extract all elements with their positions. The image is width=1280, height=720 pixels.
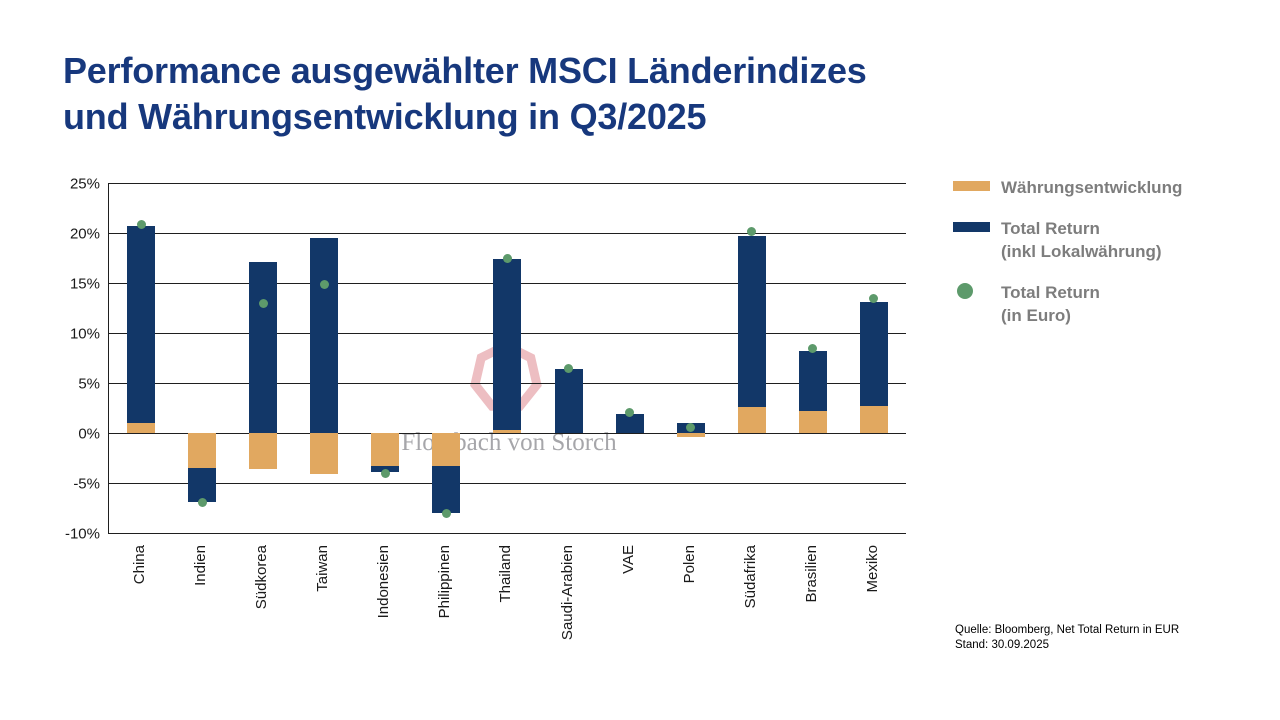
bar-currency-Indien (188, 433, 217, 468)
x-axis-label-Saudi-Arabien: Saudi-Arabien (558, 545, 576, 641)
x-axis-label-Indonesien: Indonesien (375, 545, 393, 619)
gridline (108, 533, 906, 534)
bar-total-return-China (127, 226, 155, 423)
legend-swatch-currency (953, 181, 990, 191)
y-axis-tick-label: 15% (69, 275, 100, 293)
bar-total-return-Brasilien (798, 351, 827, 411)
bar-currency-Taiwan (310, 433, 339, 474)
dot-total-return-euro-Polen (686, 422, 696, 432)
source-note: Quelle: Bloomberg, Net Total Return in E… (955, 623, 1179, 653)
bar-total-return-Südafrika (737, 236, 766, 407)
bar-currency-Thailand (493, 430, 522, 433)
dot-total-return-euro-Saudi-Arabien (564, 363, 574, 373)
bar-total-return-Südkorea (249, 262, 278, 433)
y-axis-tick-label: 20% (69, 225, 100, 243)
y-axis-tick-label: 5% (78, 375, 100, 393)
y-axis-line (108, 183, 109, 533)
legend-swatch-total-return-local (953, 222, 990, 232)
dot-total-return-euro-Südafrika (747, 226, 757, 236)
bar-total-return-Saudi-Arabien (554, 369, 583, 433)
bar-total-return-Taiwan (310, 238, 339, 433)
legend-label-total-return-euro: Total Return (in Euro) (1001, 281, 1100, 327)
x-axis-label-VAE: VAE (619, 545, 637, 574)
bar-total-return-VAE (615, 414, 644, 433)
dot-total-return-euro-VAE (625, 407, 635, 417)
dot-total-return-euro-Thailand (502, 253, 512, 263)
x-axis-label-Südkorea: Südkorea (253, 545, 271, 610)
gridline (108, 433, 906, 434)
dot-total-return-euro-Mexiko (869, 293, 879, 303)
x-axis-label-Polen: Polen (680, 545, 698, 584)
gridline (108, 483, 906, 484)
bar-currency-Indonesien (371, 433, 400, 466)
y-axis-tick-label: 25% (69, 175, 100, 193)
y-axis-tick-label: -5% (73, 475, 100, 493)
bar-currency-Polen (676, 433, 705, 437)
bar-currency-Brasilien (798, 411, 827, 433)
legend-label-currency: Währungsentwicklung (1001, 178, 1183, 197)
source-line2: Stand: 30.09.2025 (955, 639, 1049, 651)
dot-total-return-euro-Philippinen (441, 508, 451, 518)
dot-total-return-euro-Taiwan (319, 279, 329, 289)
x-axis-label-Südafrika: Südafrika (741, 545, 759, 609)
bar-currency-Mexiko (859, 406, 888, 433)
legend-label-total-return-local: Total Return (inkl Lokalwährung) (1001, 217, 1162, 263)
y-axis-tick-label: 10% (69, 325, 100, 343)
page-title-line2: und Währungsentwicklung in Q3/2025 (63, 96, 707, 137)
x-axis-label-Brasilien: Brasilien (802, 545, 820, 603)
legend-label-total-return-euro-line2: (in Euro) (1001, 306, 1071, 325)
dot-total-return-euro-Südkorea (258, 298, 268, 308)
page-title: Performance ausgewählter MSCI Länderindi… (63, 48, 867, 140)
bar-total-return-Thailand (493, 259, 522, 430)
legend-dot-total-return-euro (957, 283, 973, 299)
bar-currency-Südafrika (737, 407, 766, 433)
legend-label-total-return-local-line2: (inkl Lokalwährung) (1001, 242, 1162, 261)
legend-label-total-return-local-line1: Total Return (1001, 219, 1100, 238)
y-axis-tick-label: -10% (64, 525, 100, 543)
bar-currency-China (127, 423, 155, 433)
dot-total-return-euro-Indonesien (380, 468, 390, 478)
page-title-line1: Performance ausgewählter MSCI Länderindi… (63, 50, 867, 91)
x-axis-label-China: China (131, 545, 148, 585)
dot-total-return-euro-Brasilien (808, 343, 818, 353)
x-axis-label-Thailand: Thailand (497, 545, 515, 603)
bar-total-return-Mexiko (859, 302, 888, 406)
bar-currency-Südkorea (249, 433, 278, 469)
bar-total-return-Indien (188, 468, 217, 502)
legend-label-total-return-euro-line1: Total Return (1001, 283, 1100, 302)
y-axis-tick-label: 0% (78, 425, 100, 443)
x-axis-label-Philippinen: Philippinen (436, 545, 454, 619)
dot-total-return-euro-China (136, 219, 146, 229)
x-axis-label-Taiwan: Taiwan (314, 545, 332, 592)
dot-total-return-euro-Indien (197, 497, 207, 507)
x-axis-label-Indien: Indien (192, 545, 210, 586)
gridline (108, 233, 906, 234)
gridline (108, 183, 906, 184)
bar-total-return-Philippinen (432, 466, 461, 513)
source-line1: Quelle: Bloomberg, Net Total Return in E… (955, 624, 1180, 636)
bar-currency-Philippinen (432, 433, 461, 466)
x-axis-label-Mexiko: Mexiko (863, 545, 881, 593)
